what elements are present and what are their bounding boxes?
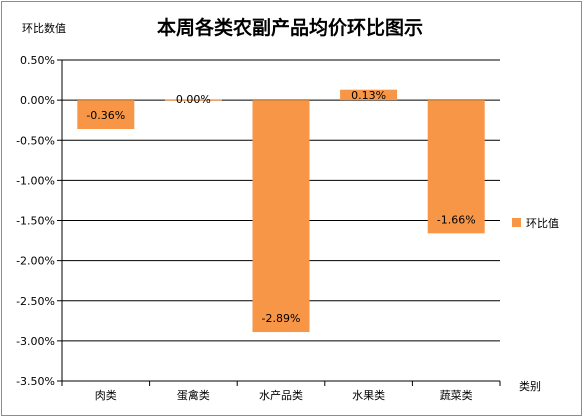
bars [77,89,485,333]
y-axis-label: 环比数值 [22,22,66,35]
y-tick-label: -3.50% [16,375,55,388]
x-axis-label: 类别 [519,379,541,393]
x-tick-label: 水果类 [352,388,385,402]
legend: 环比值 [512,217,559,230]
x-tick-labels: 肉类 蛋禽类 水产品类 水果类 蔬菜类 [95,388,473,402]
data-label: 0.00% [176,93,211,106]
y-tick-label: -2.50% [16,295,55,308]
data-label: 0.13% [351,89,386,102]
legend-swatch [512,218,521,227]
data-label: -0.36% [86,109,125,122]
x-tick-label: 蔬菜类 [440,388,473,402]
x-tick-label: 水产品类 [259,388,303,402]
chart-title: 本周各类农副产品均价环比图示 [157,16,423,39]
y-tick-label: 0.50% [20,54,55,67]
x-tick-label: 肉类 [95,388,117,402]
data-label: -2.89% [262,312,301,325]
y-tick-label: -3.00% [16,335,55,348]
data-labels: -0.36% 0.00% -2.89% 0.13% -1.66% [86,89,475,325]
data-label: -1.66% [437,213,476,226]
y-tick-label: -2.00% [16,255,55,268]
y-tick-label: -1.00% [16,174,55,187]
y-tick-label: -0.50% [16,134,55,147]
y-tick-label: -1.50% [16,215,55,228]
bar [164,99,222,101]
bar [252,100,310,333]
y-tick-label: 0.00% [20,94,55,107]
y-tick-labels: 0.50% 0.00% -0.50% -1.00% -1.50% -2.00% -2.50%… [16,54,55,388]
bar [77,100,135,130]
bar [340,89,398,101]
x-tick-label: 蛋禽类 [177,388,210,402]
bar [427,100,485,234]
legend-label: 环比值 [526,217,559,230]
